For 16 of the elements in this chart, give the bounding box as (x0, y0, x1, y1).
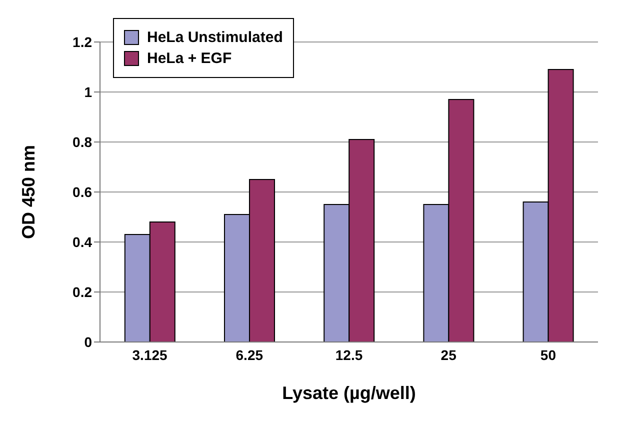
y-tick-label: 0.8 (72, 134, 92, 150)
x-axis-title: Lysate (µg/well) (282, 383, 416, 403)
y-tick-label: 0.6 (72, 184, 92, 200)
y-axis-title: OD 450 nm (18, 144, 38, 240)
x-tick-label: 25 (440, 346, 457, 363)
y-tick-label: 0.2 (72, 284, 92, 300)
x-tick-label: 3.125 (132, 346, 168, 363)
legend-label: HeLa Unstimulated (147, 29, 283, 46)
legend-label: HeLa + EGF (147, 50, 232, 67)
x-tick-label: 12.5 (335, 346, 363, 363)
y-tick-label: 0.4 (72, 234, 92, 250)
x-tick-label: 50 (540, 346, 556, 363)
x-tick-label: 6.25 (236, 346, 264, 363)
y-tick-label: 0 (84, 334, 92, 350)
y-tick-label: 1 (84, 84, 92, 100)
y-tick-label: 1.2 (72, 34, 92, 50)
